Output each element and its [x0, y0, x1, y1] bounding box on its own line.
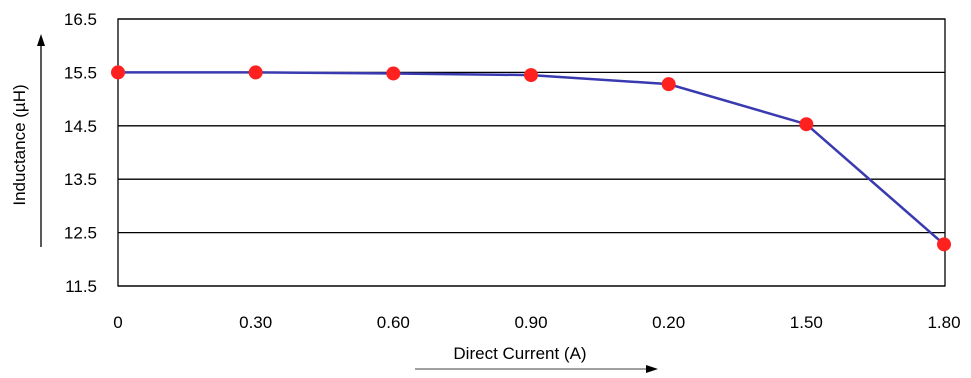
data-point [524, 68, 538, 83]
y-axis-arrow-head [37, 34, 45, 46]
x-tick-label: 0 [113, 313, 122, 332]
x-axis-arrow-head [646, 365, 658, 373]
data-point [111, 65, 125, 80]
data-point [661, 77, 676, 92]
x-tick-label: 0.20 [652, 313, 685, 332]
gridlines [118, 18, 945, 287]
x-tick-label: 0.90 [514, 313, 547, 332]
y-tick-label: 11.5 [65, 277, 97, 296]
data-point [937, 237, 951, 252]
y-tick-label: 12.5 [64, 224, 97, 243]
y-tick-label: 16.5 [64, 10, 97, 29]
data-markers [111, 65, 951, 252]
x-axis-label: Direct Current (A) [453, 344, 586, 363]
y-axis-label: Inductance (µH) [10, 84, 29, 205]
x-tick-label: 0.30 [239, 313, 272, 332]
y-tick-label: 14.5 [64, 117, 97, 136]
plot-frame [117, 18, 946, 287]
x-tick-label: 0.60 [377, 313, 410, 332]
y-tick-labels: 16.5 15.5 14.5 13.5 12.5 11.5 [64, 10, 97, 296]
y-tick-label: 15.5 [64, 63, 97, 82]
data-point [248, 65, 263, 80]
x-tick-labels: 0 0.30 0.60 0.90 0.20 1.50 1.80 [113, 313, 960, 332]
y-tick-label: 13.5 [64, 170, 97, 189]
data-point [386, 66, 401, 81]
x-tick-label: 1.50 [790, 313, 823, 332]
data-point [799, 117, 814, 132]
series-line [118, 71, 945, 246]
x-tick-label: 1.80 [927, 313, 960, 332]
